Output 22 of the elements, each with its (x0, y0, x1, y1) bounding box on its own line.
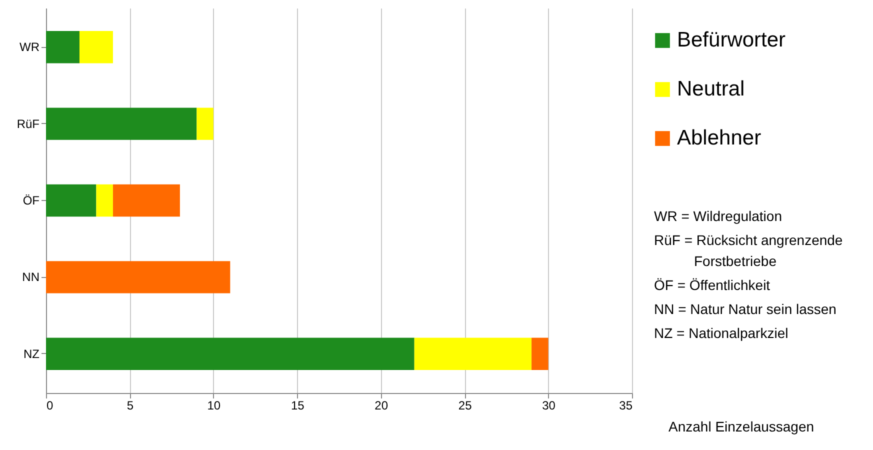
x-tick-label: 5 (126, 398, 134, 412)
x-tick-label: 20 (374, 398, 388, 412)
legend-label: Neutral (677, 78, 745, 100)
y-tick-label: NZ (24, 346, 40, 361)
text: WR = Wildregulation (654, 208, 782, 224)
legend-label: Ablehner (677, 126, 762, 150)
y-tick-label: NN (22, 270, 40, 284)
y-tick-label: ÖF (22, 194, 40, 208)
x-axis-title: Anzahl Einzelaussagen (668, 418, 814, 434)
text: RüF = Rücksicht angrenzende Forstbetriebe (654, 232, 843, 269)
text: NZ = Nationalparkziel (654, 325, 788, 341)
y-tick-label: RüF (16, 116, 40, 131)
text: NN = Natur Natur sein lassen (654, 301, 836, 317)
x-tick-label: 35 (619, 398, 633, 412)
text: ÖF = Öffentlichkeit (654, 277, 770, 293)
legend-label: Befürworter (677, 28, 786, 52)
x-tick-label: 30 (542, 398, 556, 412)
x-tick-label: 0 (46, 398, 54, 412)
x-tick-label: 15 (290, 398, 305, 412)
x-tick-label: 25 (458, 398, 472, 412)
y-tick-label: WR (20, 40, 40, 54)
x-tick-label: 10 (207, 398, 221, 412)
